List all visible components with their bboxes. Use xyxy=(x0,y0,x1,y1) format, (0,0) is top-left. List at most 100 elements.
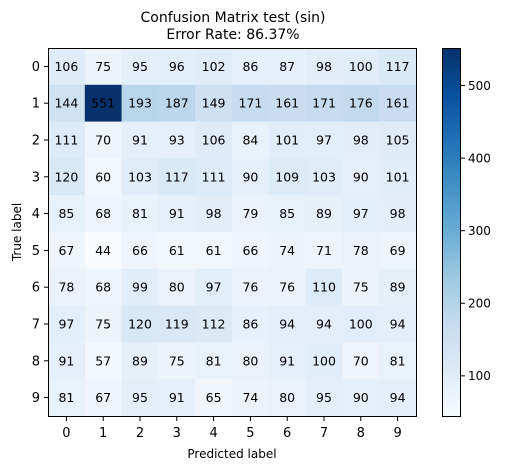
y-axis-ticks: 0 1 2 3 4 5 6 7 8 9 xyxy=(32,60,49,406)
x-tick-label-4: 4 xyxy=(209,426,217,441)
heatmap-cell-2-2 xyxy=(121,121,159,159)
heatmap-cell-1-1 xyxy=(84,84,122,122)
cell-value-label-1-0: 144 xyxy=(54,96,78,111)
y-tick-label-0: 0 xyxy=(32,60,40,75)
heatmap-cell-9-5 xyxy=(232,379,270,417)
x-tick-label-3: 3 xyxy=(173,426,181,441)
heatmap-cell-9-6 xyxy=(268,379,306,417)
cell-value-label-8-5: 80 xyxy=(242,353,258,368)
heatmap-cell-0-5 xyxy=(232,48,270,86)
y-tick-label-3: 3 xyxy=(32,170,40,185)
heatmap-cell-4-0 xyxy=(48,195,86,233)
heatmap-cell-5-7 xyxy=(305,232,343,270)
colorbar-tick-label-2: 300 xyxy=(468,224,491,238)
cell-value-label-6-6: 76 xyxy=(279,280,295,295)
cell-value-label-3-4: 111 xyxy=(202,169,226,184)
cell-value-label-7-1: 75 xyxy=(95,317,111,332)
cell-value-label-6-2: 99 xyxy=(132,280,148,295)
heatmap-cell-9-3 xyxy=(158,379,196,417)
cell-value-label-2-9: 105 xyxy=(386,133,410,148)
y-tick-label-4: 4 xyxy=(32,207,40,222)
heatmap-cell-2-0 xyxy=(48,121,86,159)
cell-value-label-9-4: 65 xyxy=(206,390,222,405)
plot-frame xyxy=(48,48,417,417)
y-tick-label-5: 5 xyxy=(32,244,40,259)
heatmap-cell-4-6 xyxy=(268,195,306,233)
cell-value-label-5-6: 74 xyxy=(279,243,295,258)
heatmap-cell-9-0 xyxy=(48,379,86,417)
heatmap-cell-2-8 xyxy=(342,121,380,159)
x-axis-ticks: 0 1 2 3 4 5 6 7 8 9 xyxy=(62,416,402,441)
cell-value-label-7-4: 112 xyxy=(202,317,226,332)
heatmap-cell-1-2 xyxy=(121,84,159,122)
cell-value-label-5-5: 66 xyxy=(242,243,258,258)
heatmap-cell-6-7 xyxy=(305,268,343,306)
cell-value-label-2-4: 106 xyxy=(202,133,226,148)
cell-value-label-2-7: 97 xyxy=(316,133,332,148)
cell-value-label-8-0: 91 xyxy=(58,353,74,368)
heatmap-cell-3-1 xyxy=(84,158,122,196)
heatmap-cell-1-9 xyxy=(379,84,417,122)
heatmap-cell-0-1 xyxy=(84,48,122,86)
cell-value-label-8-7: 100 xyxy=(312,353,336,368)
cell-value-label-4-8: 97 xyxy=(353,206,369,221)
cell-value-label-1-5: 171 xyxy=(238,96,262,111)
cell-value-label-5-8: 78 xyxy=(353,243,369,258)
cell-value-label-9-9: 94 xyxy=(390,390,406,405)
cell-value-label-4-0: 85 xyxy=(58,206,74,221)
cell-value-label-6-3: 80 xyxy=(169,280,185,295)
heatmap-cell-9-8 xyxy=(342,379,380,417)
heatmap-cell-9-9 xyxy=(379,379,417,417)
cell-value-label-0-0: 106 xyxy=(54,59,78,74)
cell-value-label-5-7: 71 xyxy=(316,243,332,258)
heatmap-cell-0-8 xyxy=(342,48,380,86)
cell-value-label-4-7: 89 xyxy=(316,206,332,221)
heatmap-cell-0-3 xyxy=(158,48,196,86)
chart-title-line2: Error Rate: 86.37% xyxy=(166,27,299,43)
heatmap-cell-6-4 xyxy=(195,268,233,306)
heatmap-cell-4-7 xyxy=(305,195,343,233)
heatmap-cell-9-4 xyxy=(195,379,233,417)
cell-value-label-8-2: 89 xyxy=(132,353,148,368)
cell-value-label-6-5: 76 xyxy=(242,280,258,295)
heatmap-cell-8-7 xyxy=(305,342,343,380)
heatmap-cell-4-5 xyxy=(232,195,270,233)
cell-value-label-0-5: 86 xyxy=(242,59,258,74)
heatmap-cell-5-9 xyxy=(379,232,417,270)
cell-value-label-1-2: 193 xyxy=(128,96,152,111)
heatmap-cell-6-8 xyxy=(342,268,380,306)
heatmap-cell-4-8 xyxy=(342,195,380,233)
heatmap-cell-5-4 xyxy=(195,232,233,270)
heatmap-cell-6-5 xyxy=(232,268,270,306)
heatmap-cell-7-1 xyxy=(84,305,122,343)
cell-value-label-8-1: 57 xyxy=(95,353,111,368)
heatmap-cell-4-9 xyxy=(379,195,417,233)
heatmap-cell-8-9 xyxy=(379,342,417,380)
cell-value-label-2-6: 101 xyxy=(275,133,299,148)
heatmap-cell-1-5 xyxy=(232,84,270,122)
cell-value-label-9-6: 80 xyxy=(279,390,295,405)
y-tick-label-1: 1 xyxy=(32,97,40,112)
cell-value-label-1-8: 176 xyxy=(349,96,373,111)
heatmap-cell-4-1 xyxy=(84,195,122,233)
x-tick-label-7: 7 xyxy=(320,426,328,441)
heatmap-cell-4-3 xyxy=(158,195,196,233)
x-axis-label: Predicted label xyxy=(187,447,276,461)
heatmap-cell-3-3 xyxy=(158,158,196,196)
cell-value-label-3-3: 117 xyxy=(165,169,189,184)
heatmap-cell-2-3 xyxy=(158,121,196,159)
x-tick-label-5: 5 xyxy=(246,426,254,441)
cell-value-label-5-1: 44 xyxy=(95,243,111,258)
heatmap-cell-1-3 xyxy=(158,84,196,122)
heatmap-cell-0-4 xyxy=(195,48,233,86)
cell-value-label-9-2: 95 xyxy=(132,390,148,405)
x-tick-label-8: 8 xyxy=(357,426,365,441)
heatmap-cell-5-1 xyxy=(84,232,122,270)
cell-value-label-3-7: 103 xyxy=(312,169,336,184)
heatmap-cell-1-0 xyxy=(48,84,86,122)
cell-value-label-1-7: 171 xyxy=(312,96,336,111)
cell-value-label-6-0: 78 xyxy=(58,280,74,295)
heatmap-cell-6-1 xyxy=(84,268,122,306)
heatmap-cell-5-2 xyxy=(121,232,159,270)
x-tick-label-1: 1 xyxy=(99,426,107,441)
